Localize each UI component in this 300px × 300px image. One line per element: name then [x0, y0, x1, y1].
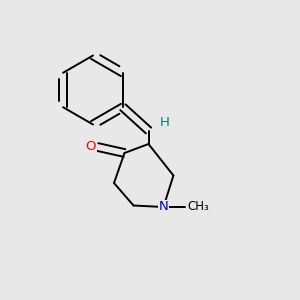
Text: H: H — [160, 116, 170, 130]
Text: CH₃: CH₃ — [188, 200, 209, 214]
Text: N: N — [159, 200, 168, 214]
Text: O: O — [86, 140, 96, 153]
